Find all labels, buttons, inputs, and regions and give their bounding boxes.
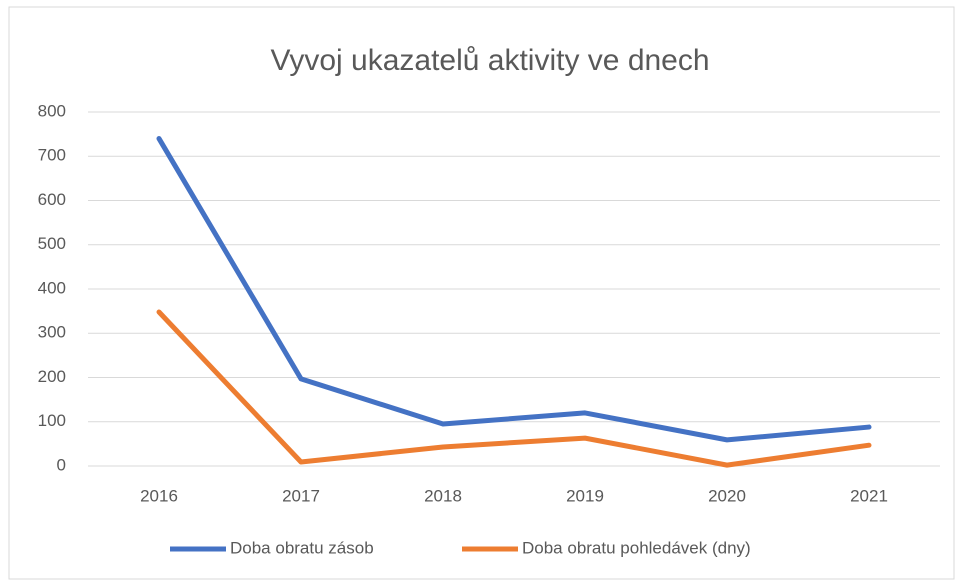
chart-border: [8, 6, 955, 580]
chart-title: Vyvoj ukazatelů aktivity ve dnech: [270, 44, 709, 77]
x-tick-label: 2020: [708, 486, 746, 505]
y-tick-label: 700: [38, 146, 66, 165]
x-tick-label: 2017: [282, 486, 320, 505]
series-line: [156, 136, 872, 443]
legend-label: Doba obratu pohledávek (dny): [522, 538, 751, 557]
y-tick-label: 300: [38, 323, 66, 342]
y-tick-label: 500: [38, 234, 66, 253]
series-line: [156, 309, 872, 468]
y-tick-label: 400: [38, 278, 66, 297]
y-tick-label: 100: [38, 411, 66, 430]
y-tick-label: 0: [57, 455, 66, 474]
x-tick-label: 2018: [424, 486, 462, 505]
legend-label: Doba obratu zásob: [230, 538, 374, 557]
y-tick-label: 200: [38, 367, 66, 386]
y-tick-label: 600: [38, 190, 66, 209]
x-tick-label: 2016: [140, 486, 178, 505]
x-tick-label: 2021: [850, 486, 888, 505]
x-tick-label: 2019: [566, 486, 604, 505]
y-tick-label: 800: [38, 101, 66, 120]
